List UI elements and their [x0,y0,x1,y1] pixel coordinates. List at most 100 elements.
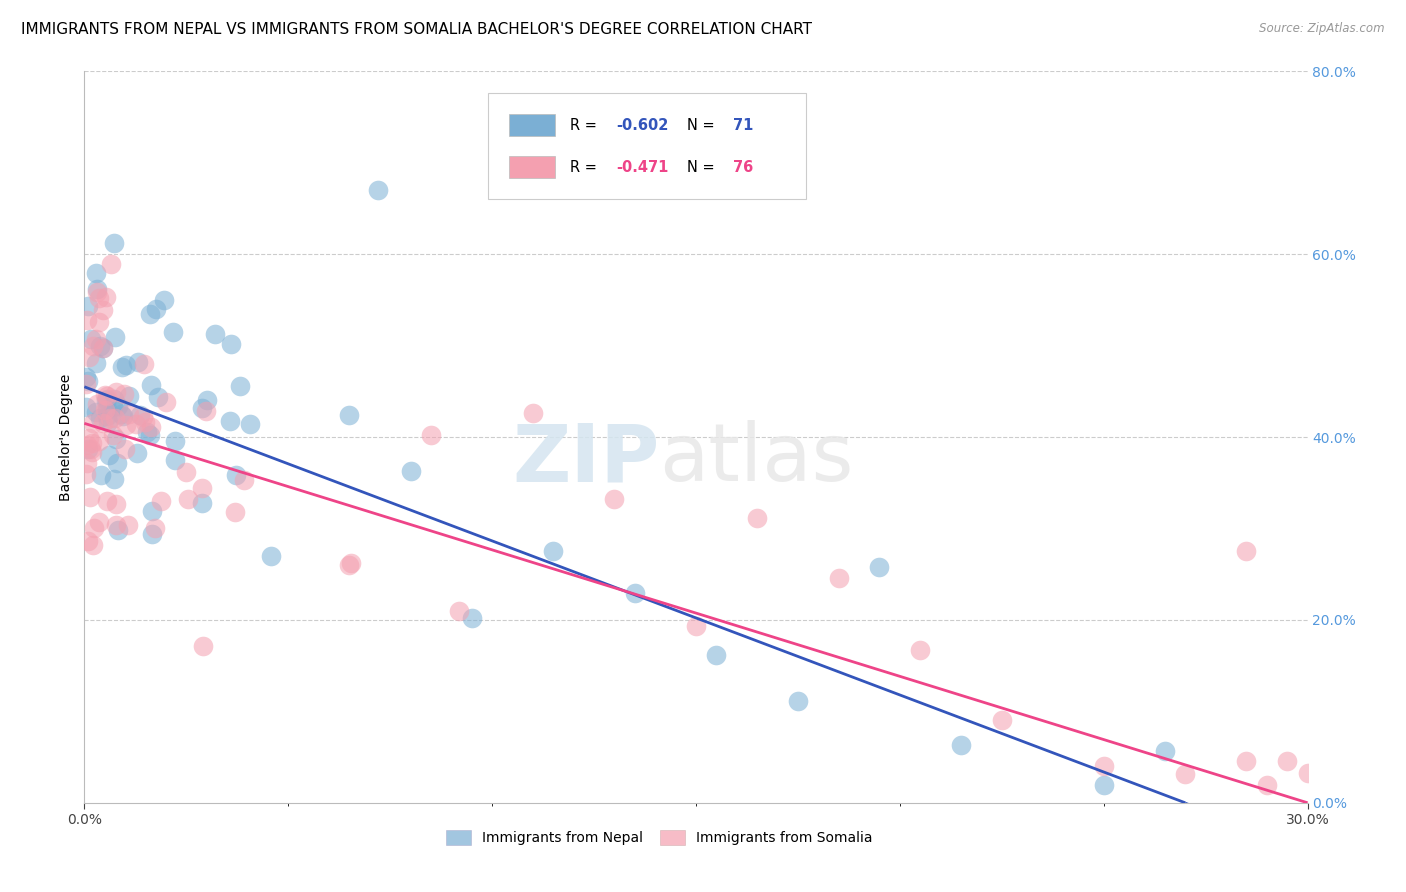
Point [1296,765,1319,780]
Point [194,403,217,417]
Point [84,267,107,281]
Point [80,332,103,346]
Point [139,307,162,321]
Point [191,496,214,510]
Point [543,544,565,558]
Point [129,408,152,422]
Point [204,326,226,341]
Point [86,281,108,295]
Point [76,456,98,470]
Point [91,303,114,318]
Text: IMMIGRANTS FROM NEPAL VS IMMIGRANTS FROM SOMALIA BACHELOR'S DEGREE CORRELATION C: IMMIGRANTS FROM NEPAL VS IMMIGRANTS FROM… [21,22,813,37]
Point [87,434,110,448]
Text: ZIP: ZIP [512,420,659,498]
Point [103,428,125,442]
Point [706,648,728,662]
Point [117,518,139,533]
Point [91,417,114,431]
Point [134,416,156,430]
Point [115,417,138,432]
Point [148,391,170,405]
Point [603,491,626,506]
Point [101,400,124,414]
Point [1277,754,1299,768]
Point [118,407,141,421]
Point [79,491,101,505]
Text: 71: 71 [733,118,754,133]
Y-axis label: Bachelor's Degree: Bachelor's Degree [59,374,73,500]
Point [103,236,125,251]
Point [174,465,197,479]
Point [111,359,134,374]
Point [94,290,117,304]
Text: Source: ZipAtlas.com: Source: ZipAtlas.com [1260,22,1385,36]
Point [93,388,115,402]
Text: 76: 76 [733,160,754,175]
Point [76,438,98,452]
Point [118,389,141,403]
Point [97,448,120,462]
Point [910,642,932,657]
Point [1092,778,1115,792]
Point [80,445,103,459]
Point [86,397,108,411]
Point [77,431,100,445]
Point [219,414,242,428]
Point [787,694,810,708]
Point [112,409,135,423]
Point [104,518,127,533]
Point [77,299,100,313]
Point [420,428,443,442]
Point [79,442,101,457]
Point [155,395,177,409]
Point [950,738,973,752]
Point [141,527,163,541]
Point [1174,766,1197,780]
Point [107,399,129,413]
Point [229,379,252,393]
Point [190,401,212,416]
Point [98,411,121,425]
Point [239,417,262,431]
Point [197,392,219,407]
Point [91,341,114,355]
Point [94,392,117,407]
Point [96,392,118,407]
Point [522,406,544,420]
Point [225,468,247,483]
Point [82,538,104,552]
Point [461,611,484,625]
Point [86,285,108,299]
Point [224,505,246,519]
Text: -0.471: -0.471 [616,160,669,175]
Point [260,549,283,563]
Point [177,491,200,506]
Point [89,410,111,425]
Point [447,604,470,618]
Point [191,639,214,653]
FancyBboxPatch shape [509,156,555,178]
Point [110,407,132,421]
Point [127,355,149,369]
Point [103,392,125,406]
Point [82,436,104,450]
Point [84,355,107,369]
Point [104,385,127,400]
Text: R =: R = [569,118,602,133]
Point [145,301,167,316]
Point [141,420,163,434]
Point [367,183,389,197]
Point [624,586,647,600]
Point [162,325,184,339]
Point [100,257,122,271]
Point [991,713,1014,727]
Legend: Immigrants from Nepal, Immigrants from Somalia: Immigrants from Nepal, Immigrants from S… [440,825,877,851]
Point [75,376,97,391]
Point [87,315,110,329]
Text: N =: N = [688,160,720,175]
Point [685,619,707,633]
Point [77,374,100,388]
Point [75,369,97,384]
Point [90,467,112,482]
Text: R =: R = [569,160,602,175]
